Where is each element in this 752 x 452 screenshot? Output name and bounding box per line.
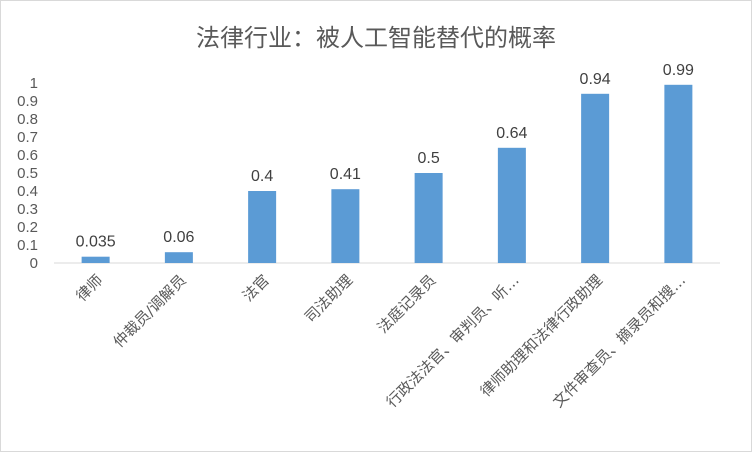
bar — [581, 93, 610, 263]
bar-value-label: 0.41 — [330, 166, 361, 183]
y-axis-ticks: 00.10.20.30.40.50.60.70.80.91 — [17, 75, 38, 272]
y-tick-label: 0.4 — [17, 183, 38, 200]
bar-value-label: 0.035 — [76, 234, 116, 251]
y-tick-label: 0 — [30, 255, 38, 272]
chart-title: 法律行业：被人工智能替代的概率 — [196, 24, 556, 52]
bar — [414, 173, 443, 263]
y-tick-label: 1 — [30, 75, 38, 92]
y-tick-label: 0.8 — [17, 111, 38, 128]
data-labels: 0.035 0.06 0.4 0.41 0.5 0.64 0.94 0.99 — [76, 62, 694, 251]
bar — [664, 84, 693, 263]
category-label: 法庭记录员 — [374, 271, 440, 337]
bar-value-label: 0.06 — [163, 229, 194, 246]
y-tick-label: 0.5 — [17, 165, 38, 182]
y-tick-label: 0.3 — [17, 201, 38, 218]
y-tick-label: 0.9 — [17, 93, 38, 110]
y-tick-label: 0.6 — [17, 147, 38, 164]
y-tick-label: 0.1 — [17, 237, 38, 254]
y-tick-label: 0.2 — [17, 219, 38, 236]
bar-value-label: 0.94 — [580, 71, 611, 88]
bar — [497, 147, 526, 263]
category-label: 司法助理 — [301, 271, 356, 326]
category-label: 文件审查员、摘录员和搜… — [549, 271, 689, 411]
bar — [248, 191, 277, 263]
category-label: 行政法法官、审判员、听… — [383, 271, 523, 411]
category-label: 法官 — [239, 271, 273, 305]
bar-value-label: 0.4 — [251, 168, 273, 185]
bar — [331, 189, 360, 263]
y-tick-label: 0.7 — [17, 129, 38, 146]
bar — [164, 252, 193, 263]
category-labels: 律师 仲裁员/调解员 法官 司法助理 法庭记录员行政法法官、审判员、听…律师助理和法律行… — [73, 271, 690, 411]
bar-value-label: 0.99 — [663, 62, 694, 79]
bar-value-label: 0.64 — [496, 125, 527, 142]
category-label: 律师 — [73, 271, 107, 305]
bar-value-label: 0.5 — [418, 150, 440, 167]
bars — [81, 84, 693, 263]
category-label: 仲裁员/调解员 — [110, 271, 190, 351]
bar — [81, 256, 110, 263]
